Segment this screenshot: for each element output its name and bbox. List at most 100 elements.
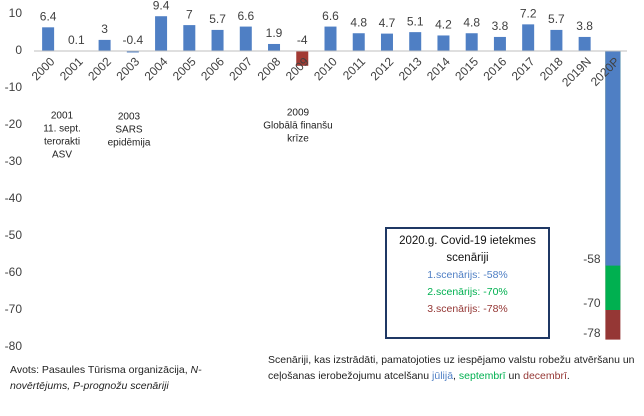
y-tick-label: 10 [9, 6, 23, 20]
bar [465, 33, 478, 51]
note-text: Scenāriji, kas izstrādāti, pamatojoties … [268, 354, 635, 382]
legend-entry: 2.scenārijs: -70% [427, 286, 508, 298]
annotation: 2003 SARS epidēmija [108, 112, 151, 149]
bar [155, 16, 168, 51]
x-tick-label: 2015 [452, 54, 481, 83]
source: Avots: Pasaules Tūrisma organizācija, N-… [10, 362, 210, 394]
note-month: decembrī [523, 370, 567, 382]
data-label: 4.2 [435, 18, 452, 32]
bar [409, 32, 422, 51]
x-tick-label: 2002 [85, 54, 114, 83]
data-label: 4.8 [463, 15, 480, 29]
y-tick-label: -40 [5, 191, 23, 205]
legend-entry: 1.scenārijs: -58% [427, 269, 508, 281]
x-tick-label: 2000 [29, 54, 58, 83]
annotation-text: krīze [287, 134, 309, 145]
data-label: 3.8 [576, 19, 593, 33]
y-tick-label: -10 [5, 80, 23, 94]
y-tick-label: 0 [15, 43, 22, 57]
annotation-text: 2001 [51, 111, 74, 122]
bar [324, 26, 337, 51]
x-tick-label: 2012 [368, 54, 397, 83]
note-text: un [508, 370, 521, 382]
annotation-text: epidēmija [108, 138, 151, 149]
data-label: 3 [101, 22, 108, 36]
data-label: 4.8 [350, 15, 367, 29]
bar [352, 33, 365, 51]
data-label: 9.4 [153, 0, 170, 12]
bar [296, 51, 309, 66]
x-tick-label: 2006 [198, 54, 227, 83]
data-label: -58 [583, 252, 601, 266]
annotation-text: 2009 [287, 108, 310, 119]
x-tick-label: 2003 [113, 54, 142, 83]
note-month: septembrī [458, 370, 506, 382]
source-text: Avots: Pasaules Tūrisma organizācija, [10, 364, 188, 376]
legend-entry: 3.scenārijs: -78% [427, 303, 508, 315]
data-label: 7.2 [520, 7, 537, 21]
note-text: . [566, 370, 570, 382]
x-tick-label: 2008 [255, 54, 284, 83]
annotation-text: SARS [115, 125, 143, 136]
y-tick-label: -60 [5, 265, 23, 279]
x-tick-label: 2011 [340, 54, 368, 82]
bar [493, 36, 506, 51]
annotation-text: 2003 [118, 112, 141, 123]
annotation: 2001 11. sept. terorakti ASV [43, 111, 81, 161]
bar [522, 24, 535, 51]
bar [437, 35, 450, 51]
y-tick-label: -50 [5, 228, 23, 242]
data-label: -4 [297, 33, 308, 47]
legend-title: 2020.g. Covid-19 ietekmes scenāriji [399, 235, 536, 264]
note-month: jūlijā [432, 370, 454, 382]
x-tick-label: 2014 [424, 54, 453, 83]
data-label: 7 [186, 7, 193, 21]
x-tick-label: 2013 [396, 54, 425, 83]
bar [268, 43, 281, 51]
bar [211, 29, 224, 51]
y-tick-label: -70 [5, 302, 23, 316]
data-label: -70 [583, 296, 601, 310]
x-tick-label: 2007 [226, 54, 255, 83]
data-label: -78 [583, 326, 601, 340]
bar [239, 26, 252, 51]
data-label: 5.7 [548, 12, 565, 26]
y-tick-label: -30 [5, 154, 23, 168]
x-tick-label: 2019N [559, 54, 594, 89]
annotation-text: Globālā finanšu [263, 121, 333, 132]
data-label: 3.8 [492, 19, 509, 33]
note: Scenāriji, kas izstrādāti, pamatojoties … [268, 352, 638, 384]
data-label: 6.6 [237, 9, 254, 23]
bar [126, 51, 139, 53]
legend: 2020.g. Covid-19 ietekmes scenāriji 1.sc… [385, 227, 550, 339]
x-tick-label: 2001 [57, 54, 86, 83]
annotation-text: ASV [52, 150, 72, 161]
data-label: 5.7 [209, 12, 226, 26]
note-text: , [453, 370, 456, 382]
bar [550, 29, 563, 51]
y-tick-label: -20 [5, 117, 23, 131]
x-tick-label: 2017 [509, 54, 538, 83]
data-label: 5.1 [407, 14, 424, 28]
bar [42, 27, 55, 51]
x-tick-label: 2016 [481, 54, 510, 83]
data-label: -0.4 [122, 33, 143, 47]
x-tick-label: 2010 [311, 54, 340, 83]
bar [183, 25, 196, 51]
y-tick-label: -80 [5, 339, 23, 353]
data-label: 1.9 [266, 26, 283, 40]
data-label: 6.4 [40, 9, 57, 23]
source-italic: N-novērtējums, P-prognožu scenāriji [10, 364, 202, 392]
annotation-text: 11. sept. [43, 124, 81, 135]
bar [578, 36, 591, 51]
data-label: 4.7 [379, 16, 396, 30]
bar [605, 51, 621, 266]
bar [98, 39, 111, 51]
data-label: 0.1 [68, 33, 85, 47]
annotation: 2009 Globālā finanšu krīze [263, 108, 333, 145]
data-label: 6.6 [322, 9, 339, 23]
x-tick-label: 2005 [170, 54, 199, 83]
x-tick-label: 2004 [142, 54, 171, 83]
